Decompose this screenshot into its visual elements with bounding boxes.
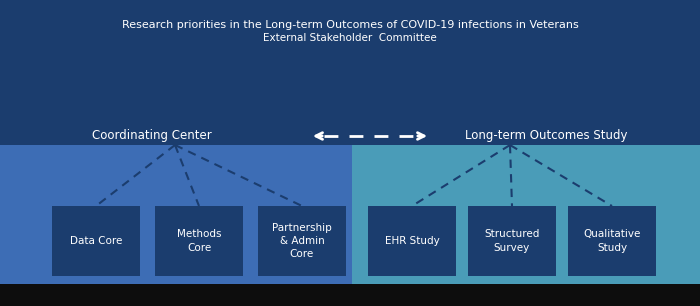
Text: Coordinating Center: Coordinating Center [92,129,212,143]
Text: Long-term Outcomes Study: Long-term Outcomes Study [465,129,627,143]
Text: Qualitative
Study: Qualitative Study [583,230,641,252]
Text: Research priorities in the Long-term Outcomes of COVID-19 infections in Veterans: Research priorities in the Long-term Out… [122,20,578,30]
Text: EHR Study: EHR Study [384,236,440,246]
Text: Data Core: Data Core [70,236,122,246]
Bar [352,145,700,284]
Bar [568,206,656,276]
Bar [258,206,346,276]
Bar [52,206,140,276]
Bar [368,206,456,276]
Text: External Stakeholder  Committee: External Stakeholder Committee [263,33,437,43]
Text: Structured
Survey: Structured Survey [484,230,540,252]
Bar [0,145,352,284]
Bar [468,206,556,276]
Text: Partnership
& Admin
Core: Partnership & Admin Core [272,223,332,259]
Bar [155,206,243,276]
Text: Methods
Core: Methods Core [176,230,221,252]
Bar [0,284,700,306]
